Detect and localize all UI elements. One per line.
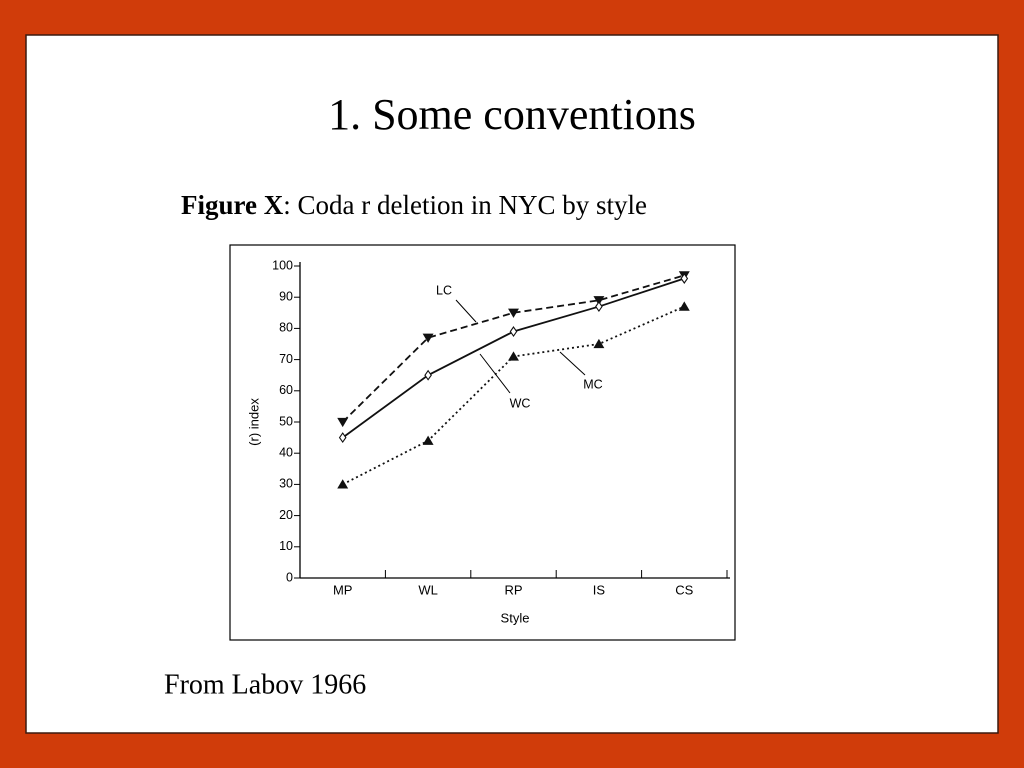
source-note: From Labov 1966 xyxy=(164,669,366,700)
y-tick-label: 80 xyxy=(279,321,293,335)
y-tick-label: 20 xyxy=(279,508,293,522)
y-tick-label: 90 xyxy=(279,289,293,303)
figure-caption: Figure X: Coda r deletion in NYC by styl… xyxy=(181,190,647,220)
x-tick-label: MP xyxy=(333,582,353,597)
x-axis-label: Style xyxy=(501,610,530,625)
caption-text: : Coda r deletion in NYC by style xyxy=(283,190,647,220)
y-tick-label: 60 xyxy=(279,383,293,397)
x-tick-label: CS xyxy=(675,582,693,597)
series-label-leader xyxy=(455,299,477,323)
y-tick-label: 100 xyxy=(272,258,293,272)
series-label-leader xyxy=(559,351,586,376)
x-tick-label: WL xyxy=(418,582,438,597)
y-tick-label: 10 xyxy=(279,539,293,553)
y-tick-label: 0 xyxy=(286,570,293,584)
series-label: WC xyxy=(510,396,531,410)
y-tick-label: 70 xyxy=(279,352,293,366)
y-tick-label: 30 xyxy=(279,477,293,491)
x-tick-label: IS xyxy=(593,582,606,597)
data-point xyxy=(593,338,605,349)
y-tick-label: 40 xyxy=(279,445,293,459)
series-label: LC xyxy=(436,283,452,297)
data-point xyxy=(337,479,349,489)
data-point xyxy=(508,308,519,318)
data-point xyxy=(678,301,690,311)
figure-frame xyxy=(229,244,736,641)
data-point xyxy=(422,435,434,445)
data-point xyxy=(509,326,518,337)
data-point xyxy=(337,417,349,428)
series-label: MC xyxy=(583,377,602,391)
data-point xyxy=(595,301,603,313)
y-tick-label: 50 xyxy=(279,414,293,428)
x-tick-label: RP xyxy=(504,582,522,597)
y-axis-label: (r) index xyxy=(246,398,261,446)
data-point xyxy=(424,369,432,381)
data-point xyxy=(593,296,605,306)
data-point xyxy=(422,333,434,343)
data-point xyxy=(680,273,689,284)
data-point xyxy=(508,351,519,361)
series-label-leader xyxy=(479,353,511,394)
series-line xyxy=(342,274,685,423)
data-point xyxy=(338,432,347,444)
caption-label: Figure X xyxy=(181,190,284,220)
slide-title: 1. Some conventions xyxy=(328,90,696,139)
